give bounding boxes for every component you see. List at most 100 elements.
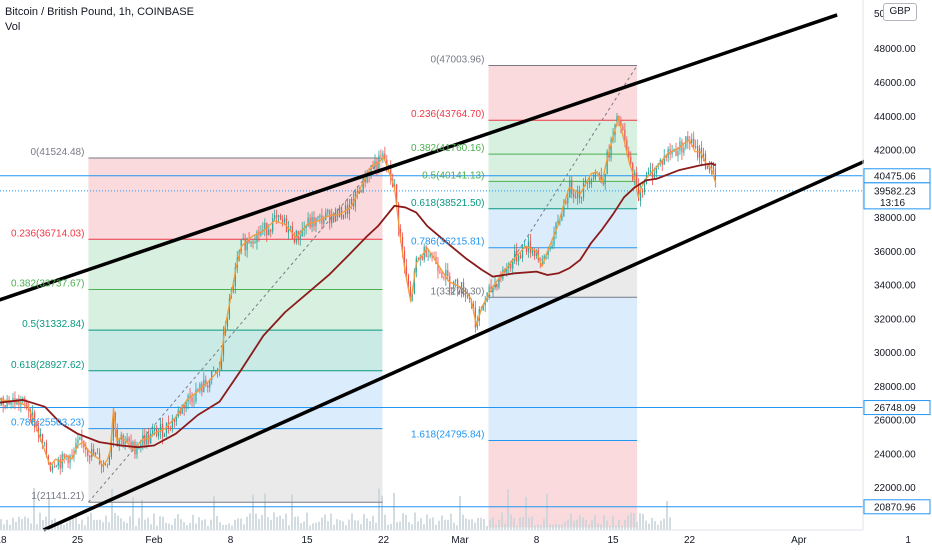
candle-body (459, 290, 461, 294)
volume-bar (423, 524, 425, 530)
volume-bar (447, 519, 449, 530)
volume-bar (588, 524, 590, 530)
volume-bar (561, 524, 563, 530)
price-axis-background (864, 0, 932, 530)
candle-body (224, 326, 227, 333)
volume-bar (612, 515, 614, 530)
volume-bar (126, 522, 128, 530)
fib-zone (88, 428, 383, 503)
volume-bar (399, 521, 401, 530)
price-tick-label: 48000.00 (874, 44, 916, 55)
volume-bar (33, 487, 35, 530)
volume-bar (171, 524, 173, 530)
volume-bar (222, 524, 224, 530)
candle-body (128, 438, 130, 442)
candle-body (413, 271, 415, 295)
volume-bar (531, 516, 533, 530)
volume-bar (9, 524, 11, 530)
candle-body (447, 270, 449, 276)
volume-bar (567, 519, 569, 530)
volume-bar (183, 522, 185, 530)
candle-body (93, 448, 95, 455)
candle-body (492, 287, 494, 292)
fib-level-label: 0.236(36714.03) (11, 228, 84, 239)
time-tick-label: 8 (228, 535, 234, 546)
candle-body (116, 429, 118, 447)
candle-body (220, 355, 223, 370)
volume-bar (522, 517, 524, 530)
fib-trend-diagonal (488, 65, 638, 298)
volume-bar (480, 517, 482, 530)
volume-bar (363, 514, 365, 530)
candle-body (663, 155, 665, 165)
candle-body (417, 258, 419, 260)
candle-body (268, 229, 270, 235)
candle-body (274, 215, 276, 219)
candle-body (710, 161, 713, 171)
volume-bar (102, 522, 104, 530)
candle-body (622, 126, 624, 130)
candle-body (494, 283, 496, 288)
volume-bar (249, 513, 251, 530)
candle-body (535, 250, 537, 257)
volume-bar (276, 516, 278, 530)
candle-body (610, 139, 612, 158)
volume-bar (15, 522, 17, 530)
moving-average-line (0, 162, 717, 449)
price-tick-label: 34000.00 (874, 281, 916, 292)
volume-bar (159, 516, 161, 530)
candle-body (130, 441, 132, 446)
volume-bar (42, 520, 44, 530)
candle-body (577, 190, 579, 198)
candle-body (429, 254, 431, 257)
candle-body (427, 256, 429, 257)
volume-bar (234, 519, 236, 530)
upper-trend-line (0, 13, 838, 302)
candle-body (309, 217, 311, 228)
candle-body (287, 227, 290, 233)
candle-body (30, 410, 32, 421)
volume-bar (63, 524, 65, 530)
volume-bar (555, 523, 557, 530)
candle-body (573, 193, 575, 197)
candle-body (335, 209, 337, 222)
volume-bar (123, 521, 125, 530)
candle-body (547, 249, 549, 256)
candle-body (81, 436, 83, 441)
volume-bar (294, 516, 296, 530)
candle-body (421, 256, 423, 260)
volume-bar (663, 518, 665, 530)
volume-bar (414, 512, 416, 530)
time-tick-label: Feb (145, 535, 163, 546)
candle-body (451, 287, 453, 290)
candle-body (651, 170, 654, 178)
candle-body (157, 431, 160, 437)
fib-level-label: 0.786(36215.81) (411, 237, 484, 248)
volume-bar (570, 513, 572, 530)
candle-body (484, 302, 486, 306)
candle-body (362, 176, 364, 193)
volume-bar (648, 523, 650, 530)
candle-body (398, 203, 400, 229)
candle-body (319, 215, 321, 217)
volume-bar (231, 525, 233, 530)
volume-bar (267, 517, 269, 530)
volume-bar (393, 492, 395, 530)
candle-body (256, 231, 258, 243)
time-tick-label: 15 (607, 535, 619, 546)
volume-bar (150, 524, 152, 530)
volume-bar (633, 512, 635, 530)
candle-body (100, 463, 103, 467)
candle-body (521, 247, 524, 259)
fib-zone (488, 154, 638, 182)
candle-body (382, 153, 384, 157)
volume-bar (138, 517, 140, 530)
volume-bar (312, 523, 314, 530)
volume-bar (354, 520, 356, 530)
fib-level-label: 0(47003.96) (431, 55, 485, 66)
currency-badge[interactable]: GBP (883, 3, 917, 21)
candle-body (641, 190, 644, 193)
candle-body (529, 241, 532, 254)
volume-bar (30, 523, 32, 530)
